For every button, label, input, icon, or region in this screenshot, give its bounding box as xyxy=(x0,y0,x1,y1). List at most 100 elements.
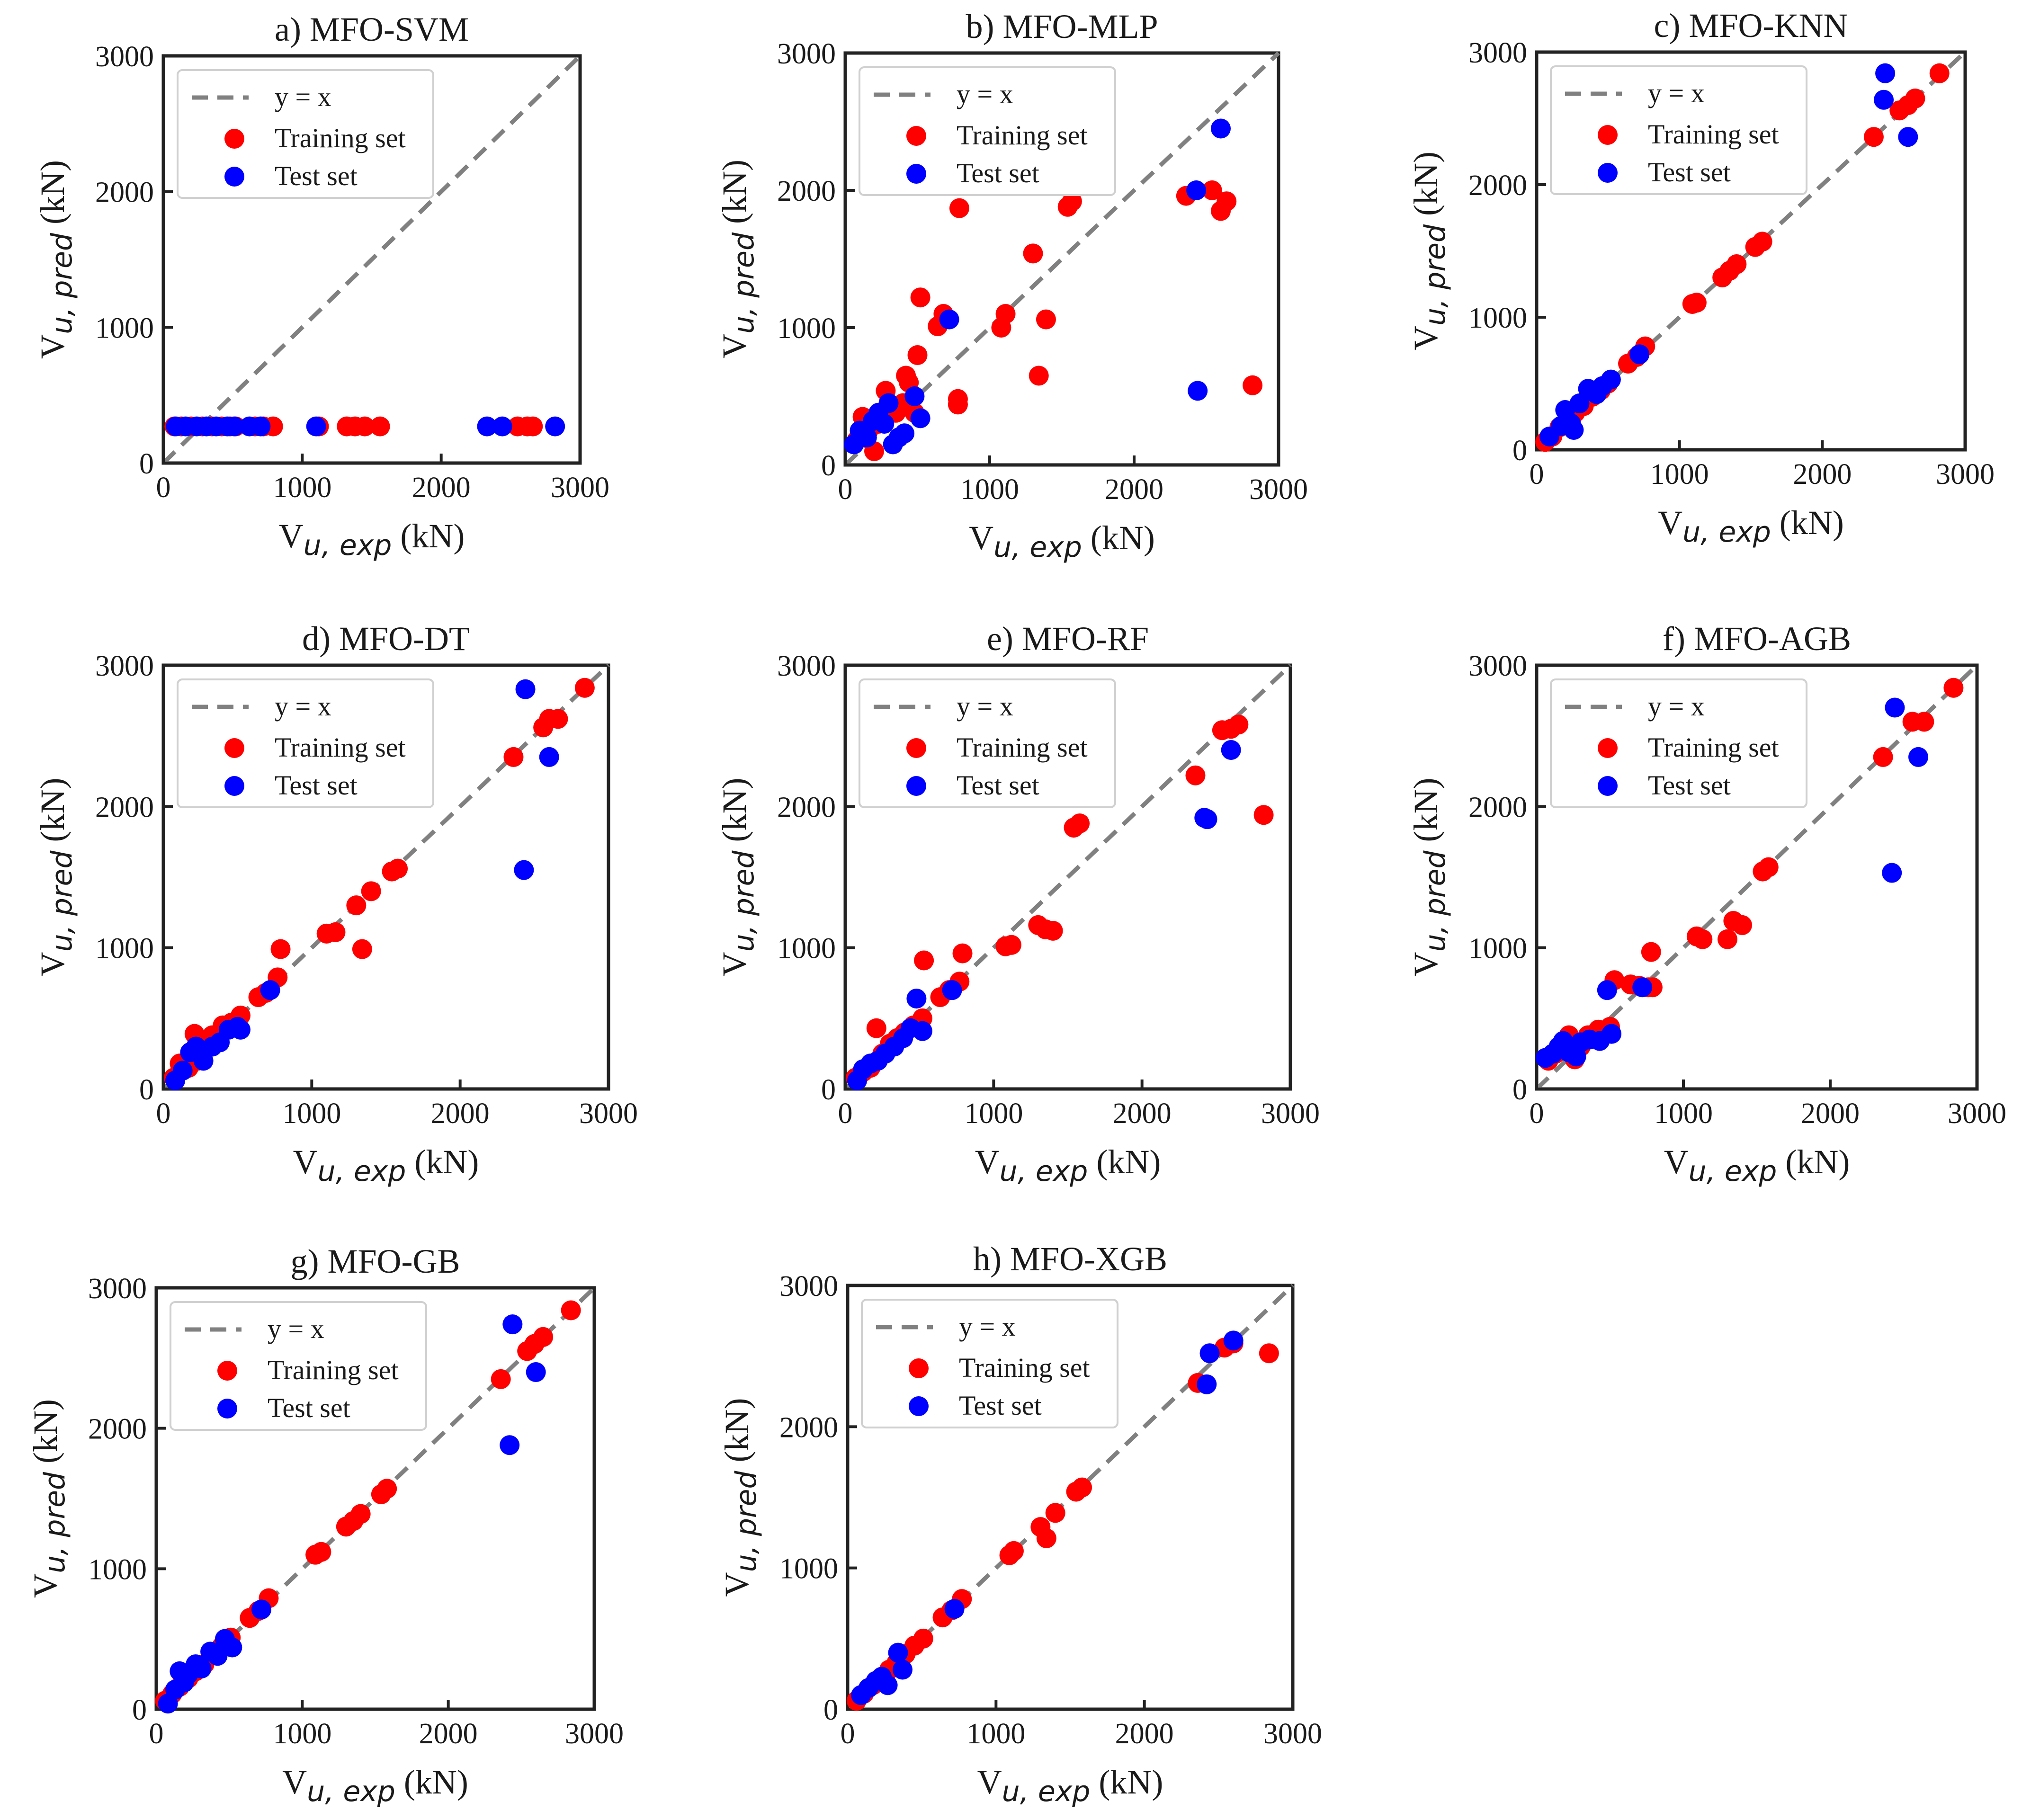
test-series xyxy=(158,1314,546,1714)
legend-test-label: Test set xyxy=(959,1390,1042,1421)
legend-line-label: y = x xyxy=(957,691,1013,722)
y-tick-label: 1000 xyxy=(1468,933,1527,965)
y-axis-label: Vu, pred (kN) xyxy=(716,778,760,977)
test-point xyxy=(888,1642,908,1663)
training-point xyxy=(910,287,930,308)
legend-line-label: y = x xyxy=(275,81,331,112)
legend-box xyxy=(1550,678,1807,808)
identity-line xyxy=(161,54,582,465)
legend-train-swatch xyxy=(224,738,244,758)
test-point xyxy=(1197,809,1217,830)
training-point xyxy=(1692,929,1713,949)
y-tick-label: 2000 xyxy=(777,175,836,207)
test-point xyxy=(230,1019,251,1040)
legend-box xyxy=(177,678,434,808)
x-tick-label: 2000 xyxy=(1105,473,1163,506)
training-point xyxy=(270,939,291,959)
x-tick-label: 1000 xyxy=(273,472,331,504)
test-point xyxy=(892,1659,913,1680)
legend-train-label: Training set xyxy=(1648,119,1779,150)
training-point xyxy=(1045,1503,1065,1523)
test-point xyxy=(1223,1330,1244,1351)
x-tick-label: 0 xyxy=(838,1097,853,1130)
test-point xyxy=(1211,118,1231,139)
training-point xyxy=(1029,366,1049,386)
y-axis-label: Vu, pred (kN) xyxy=(34,778,79,977)
training-point xyxy=(913,1628,933,1649)
test-point xyxy=(1908,747,1928,767)
test-point xyxy=(877,1675,898,1695)
plot-frame xyxy=(161,54,582,465)
test-point xyxy=(306,416,326,437)
training-point xyxy=(388,858,408,879)
y-tick-label: 1000 xyxy=(95,933,154,965)
x-tick-label: 2000 xyxy=(419,1718,478,1750)
legend-box xyxy=(177,69,434,199)
x-tick-label: 0 xyxy=(1530,458,1544,491)
y-tick-label: 2000 xyxy=(779,1411,838,1444)
plot-frame xyxy=(1535,50,1967,452)
training-series xyxy=(847,180,1263,461)
x-tick-label: 2000 xyxy=(431,1097,490,1130)
training-point xyxy=(352,939,372,959)
training-point xyxy=(1202,180,1222,200)
x-tick-label: 3000 xyxy=(1249,473,1308,506)
x-tick-label: 3000 xyxy=(551,472,609,504)
test-point xyxy=(515,679,536,699)
x-tick-label: 0 xyxy=(841,1718,855,1750)
legend-train-swatch xyxy=(906,738,926,758)
training-point xyxy=(523,416,543,437)
test-point xyxy=(912,1021,932,1041)
test-point xyxy=(1564,420,1584,440)
legend-test-label: Test set xyxy=(957,770,1039,801)
chart-panel-8: h) MFO-XGB 0 1000 2000 3000 0 1000 2000 3000 Vu, … xyxy=(718,1240,1322,1808)
x-tick-label: 1000 xyxy=(1650,458,1709,491)
legend-test-swatch xyxy=(224,167,244,187)
test-point xyxy=(878,393,899,413)
legend: y = x Training set Test set xyxy=(177,69,434,199)
y-tick-label: 3000 xyxy=(1468,650,1527,682)
y-axis-label: Vu, pred (kN) xyxy=(718,1398,763,1597)
x-tick-label: 1000 xyxy=(960,473,1019,506)
y-tick-label: 1000 xyxy=(88,1553,147,1586)
legend: y = x Training set Test set xyxy=(861,1299,1118,1428)
test-point xyxy=(1188,381,1208,401)
x-axis-label: Vu, exp (kN) xyxy=(282,1763,468,1808)
y-tick-label: 1000 xyxy=(1468,302,1527,334)
training-point xyxy=(491,1369,511,1389)
y-tick-label: 3000 xyxy=(777,650,836,682)
y-tick-label: 0 xyxy=(1512,435,1527,467)
legend-train-label: Training set xyxy=(959,1352,1090,1383)
legend-train-label: Training set xyxy=(275,123,406,153)
training-point xyxy=(377,1479,397,1499)
training-point xyxy=(325,922,346,942)
x-tick-label: 0 xyxy=(1530,1097,1544,1130)
test-point xyxy=(193,1051,214,1071)
training-point xyxy=(370,416,390,437)
legend-train-swatch xyxy=(224,129,244,149)
training-point xyxy=(995,304,1016,324)
y-tick-label: 3000 xyxy=(1468,37,1527,69)
x-tick-label: 2000 xyxy=(1113,1097,1172,1130)
legend-line-label: y = x xyxy=(275,691,331,722)
x-tick-label: 0 xyxy=(156,1097,171,1130)
legend-train-swatch xyxy=(909,1358,929,1378)
test-point xyxy=(1221,740,1241,760)
test-point xyxy=(500,1435,520,1455)
test-point xyxy=(514,860,534,880)
test-point xyxy=(1197,1374,1217,1394)
test-point xyxy=(545,416,565,437)
legend-test-swatch xyxy=(909,1396,929,1416)
legend-train-swatch xyxy=(1598,738,1618,758)
test-point xyxy=(1875,63,1896,83)
test-point xyxy=(1885,697,1905,718)
training-point xyxy=(1243,375,1263,395)
x-tick-label: 0 xyxy=(156,472,171,504)
x-tick-label: 3000 xyxy=(1936,458,1995,491)
x-tick-label: 3000 xyxy=(1948,1097,2006,1130)
legend: y = x Training set Test set xyxy=(859,66,1116,196)
test-point xyxy=(1632,977,1653,998)
chart-panel-1: a) MFO-SVM 0 1000 2000 3000 0 1000 2000 3000 Vu, … xyxy=(34,10,609,562)
chart-title: e) MFO-RF xyxy=(987,620,1149,658)
